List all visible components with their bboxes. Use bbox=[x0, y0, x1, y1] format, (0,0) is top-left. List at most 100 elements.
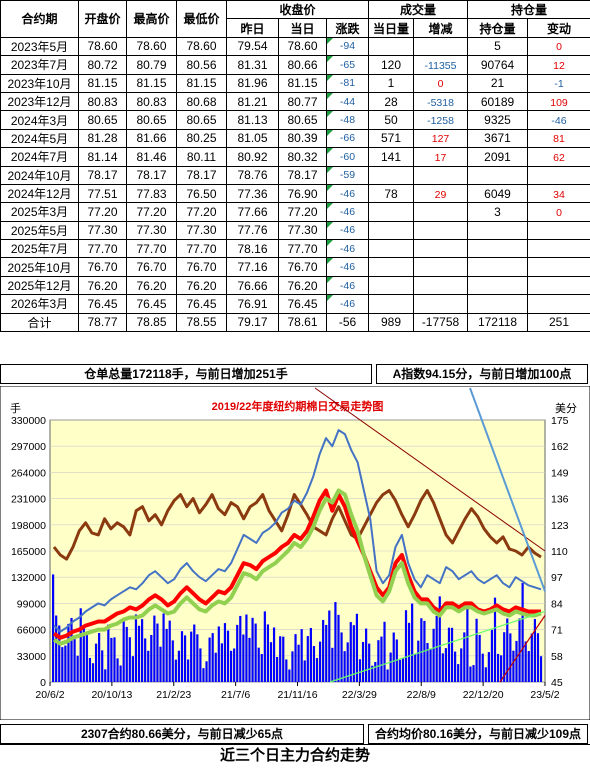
oi-cell: 3671 bbox=[467, 128, 529, 149]
oi-chg-cell: 81 bbox=[527, 128, 590, 149]
volume-bar bbox=[266, 624, 270, 682]
right-tick-label: 84 bbox=[551, 598, 563, 610]
contract-cell: 2024年3月 bbox=[0, 110, 79, 130]
contract-cell: 2025年12月 bbox=[0, 275, 79, 296]
header-row-1: 合约期 开盘价 最高价 最低价 收盘价 成交量 持仓量 bbox=[0, 0, 590, 38]
low-cell: 78.55 bbox=[176, 312, 227, 333]
volume-bar bbox=[67, 623, 70, 682]
vol-today-cell: 28 bbox=[368, 91, 414, 112]
volume-bar bbox=[147, 650, 150, 682]
volume-bar bbox=[447, 627, 451, 682]
header-low: 最低价 bbox=[176, 0, 227, 38]
contract-cell: 2023年12月 bbox=[0, 91, 79, 112]
left-tick-label: 264000 bbox=[11, 467, 46, 479]
warehouse-summary: 仓单总量172118手，与前日增加251手 bbox=[0, 364, 372, 384]
table-row: 2025年3月 77.20 77.20 77.20 77.66 77.20 -46 3 0 bbox=[0, 202, 590, 222]
table-row: 2024年5月 81.28 81.66 80.25 81.05 80.39 -66 571 12… bbox=[0, 128, 590, 149]
change-cell: -81 bbox=[326, 73, 369, 93]
contract-cell: 2025年5月 bbox=[0, 220, 79, 241]
oi-cell: 5 bbox=[467, 36, 529, 57]
oi-chg-cell: 62 bbox=[527, 147, 590, 167]
volume-bar bbox=[82, 625, 85, 682]
low-cell: 81.15 bbox=[176, 73, 227, 93]
right-tick-label: 58 bbox=[551, 651, 563, 663]
oi-cell: 60189 bbox=[467, 91, 529, 112]
open-cell: 80.83 bbox=[78, 91, 127, 112]
vol-today-cell bbox=[368, 294, 414, 314]
volume-bar bbox=[107, 624, 110, 682]
high-cell: 77.20 bbox=[126, 202, 177, 222]
vol-chg-cell: -5318 bbox=[412, 91, 469, 112]
volume-bar bbox=[171, 640, 174, 682]
contract-cell: 2024年10月 bbox=[0, 165, 79, 185]
left-tick-label: 33000 bbox=[17, 651, 46, 663]
volume-bar bbox=[104, 669, 107, 682]
volume-bar bbox=[233, 648, 236, 682]
total-row: 合计 78.77 78.85 78.55 79.17 78.61 -56 989 -17758 1… bbox=[0, 312, 590, 333]
volume-bar bbox=[245, 614, 248, 682]
open-cell: 77.70 bbox=[78, 239, 127, 259]
vol-today-cell bbox=[368, 165, 414, 185]
right-tick-label: 123 bbox=[551, 520, 569, 532]
left-tick-label: 66000 bbox=[17, 625, 46, 637]
volume-bar bbox=[113, 637, 116, 682]
low-cell: 80.11 bbox=[176, 147, 227, 167]
prev-cell: 76.91 bbox=[226, 294, 279, 314]
volume-bar bbox=[352, 625, 355, 682]
low-cell: 80.56 bbox=[176, 55, 227, 75]
table-row: 2023年5月 78.60 78.60 78.60 79.54 78.60 -94 5 0 bbox=[0, 36, 590, 57]
volume-bar bbox=[193, 624, 196, 682]
volume-bar bbox=[251, 617, 254, 682]
right-tick-label: 45 bbox=[551, 677, 563, 689]
prev-cell: 80.92 bbox=[226, 147, 279, 167]
vol-chg-cell: -1258 bbox=[412, 110, 469, 130]
x-tick-label: 20/6/2 bbox=[35, 689, 64, 701]
volume-bar bbox=[98, 632, 101, 682]
prev-cell: 78.16 bbox=[226, 239, 279, 259]
volume-bar bbox=[183, 635, 187, 682]
volume-bar bbox=[328, 610, 331, 682]
prev-cell: 81.05 bbox=[226, 128, 279, 149]
quote-table: 合约期 开盘价 最高价 最低价 收盘价 成交量 持仓量 昨日 当日 涨跌 当日量… bbox=[0, 0, 590, 333]
volume-bar bbox=[279, 636, 282, 682]
table-row: 2023年7月 80.72 80.79 80.56 81.31 80.66 -65 120 -1… bbox=[0, 55, 590, 75]
left-tick-label: 0 bbox=[40, 677, 46, 689]
volume-bar bbox=[481, 653, 484, 682]
oi-chg-cell bbox=[527, 239, 590, 259]
high-cell: 76.45 bbox=[126, 294, 177, 314]
vol-today-cell bbox=[368, 220, 414, 241]
prev-cell: 76.66 bbox=[226, 275, 279, 296]
oi-cell bbox=[467, 220, 529, 241]
oi-cell: 9325 bbox=[467, 110, 529, 130]
header-prev: 昨日 bbox=[226, 18, 279, 38]
contract-cell: 2025年3月 bbox=[0, 202, 79, 222]
today-cell: 80.32 bbox=[278, 147, 327, 167]
volume-bar bbox=[208, 637, 211, 682]
volume-bar bbox=[521, 583, 524, 682]
contract-cell: 2023年7月 bbox=[0, 55, 79, 75]
volume-bar bbox=[144, 638, 147, 682]
volume-bar bbox=[202, 668, 205, 682]
left-tick-label: 165000 bbox=[11, 546, 46, 558]
low-cell: 76.50 bbox=[176, 183, 227, 204]
chart-title: 2019/22年度纽约期棉日交易走势图 bbox=[212, 399, 384, 413]
table-row: 2024年10月 78.17 78.17 78.17 78.76 78.17 -59 bbox=[0, 165, 590, 185]
vol-chg-cell: -17758 bbox=[412, 312, 469, 333]
vol-today-cell bbox=[368, 239, 414, 259]
volume-bar bbox=[70, 617, 73, 682]
low-cell: 77.30 bbox=[176, 220, 227, 241]
today-cell: 77.20 bbox=[278, 202, 327, 222]
volume-bar bbox=[515, 640, 518, 682]
volume-bar bbox=[426, 643, 429, 682]
contract-cell: 2023年5月 bbox=[0, 36, 79, 57]
today-cell: 76.20 bbox=[278, 275, 327, 296]
volume-bar bbox=[496, 653, 500, 682]
volume-bar bbox=[64, 645, 67, 682]
vol-chg-cell: 127 bbox=[412, 128, 469, 149]
left-tick-label: 330000 bbox=[11, 415, 46, 427]
high-cell: 81.66 bbox=[126, 128, 177, 149]
vol-today-cell bbox=[368, 202, 414, 222]
low-cell: 77.20 bbox=[176, 202, 227, 222]
volume-bar bbox=[257, 647, 260, 682]
